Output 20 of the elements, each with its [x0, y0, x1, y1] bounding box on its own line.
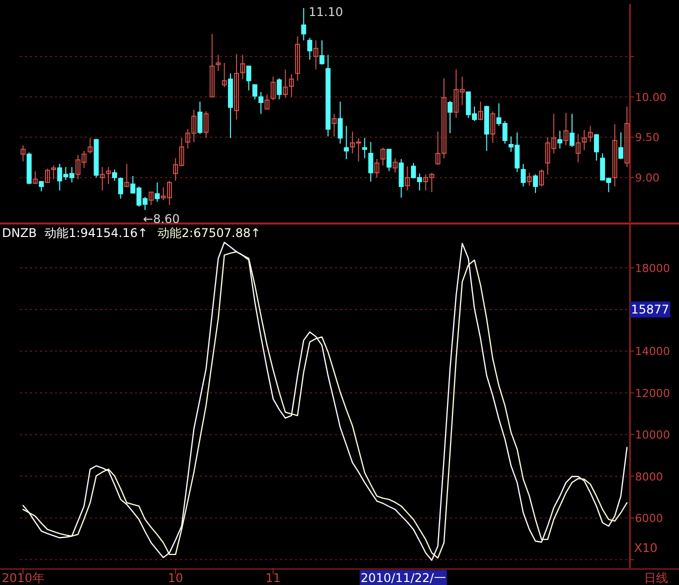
- x-tick-label: 11: [266, 571, 281, 585]
- annotation: ←8.60: [143, 212, 180, 226]
- y-tick-label: 8000: [635, 470, 663, 484]
- chart-title: DNZB: [2, 226, 37, 240]
- legend: 动能1:94154.16↑ 动能2:67507.88↑: [44, 226, 261, 240]
- x-tick-label: 2010年: [2, 571, 44, 585]
- y-tick-label: 9.00: [635, 172, 660, 185]
- x-tick-label: 10: [168, 571, 184, 585]
- text: 15877: [631, 302, 670, 316]
- text: 日线: [644, 571, 668, 585]
- text: X10: [634, 541, 658, 555]
- y-tick-label: 6000: [635, 512, 663, 525]
- y-tick-label: 9.50: [635, 131, 660, 144]
- text: 2010/11/22/一: [360, 571, 446, 585]
- y-tick-label: 18000: [635, 262, 670, 275]
- y-tick-label: 14000: [635, 345, 670, 358]
- y-tick-label: 12000: [635, 386, 670, 400]
- y-tick-label: 10000: [635, 428, 670, 442]
- annotation: 11.10: [308, 5, 344, 20]
- y-tick-label: 10.00: [635, 90, 666, 104]
